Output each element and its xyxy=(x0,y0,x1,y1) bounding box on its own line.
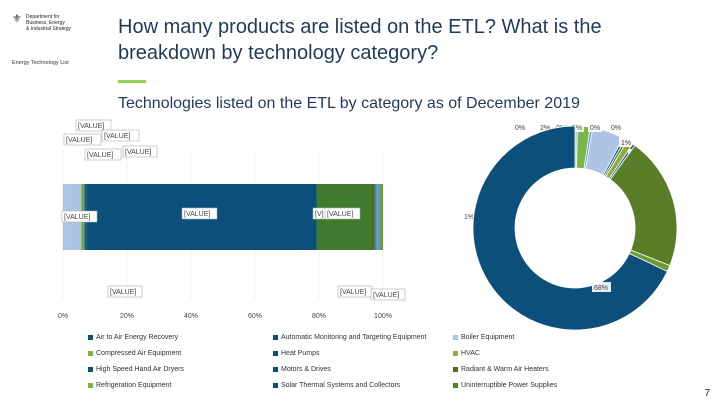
legend-item: High Speed Hand Air Dryers xyxy=(88,366,184,373)
x-tick-label: 0% xyxy=(58,313,68,320)
legend-item: Air to Air Energy Recovery xyxy=(88,334,178,341)
legend-swatch xyxy=(453,350,458,356)
data-label-box xyxy=(122,145,158,158)
data-label: [VALUE] xyxy=(66,137,92,144)
pie-label: 5% xyxy=(572,125,582,132)
x-tick-label: 40% xyxy=(184,313,198,320)
pie-label-bg xyxy=(513,122,527,132)
pie-label-bg xyxy=(609,122,623,132)
legend-item: Compressed Air Equipment xyxy=(88,350,181,357)
legend-label: Motors & Drives xyxy=(281,366,331,373)
data-label: [VALUE] xyxy=(125,149,151,156)
legend-label: Heat Pumps xyxy=(281,350,320,357)
x-tick-label: 100% xyxy=(374,313,392,320)
legend-label: Refrigeration Equipment xyxy=(96,382,172,389)
legend-swatch xyxy=(88,366,93,372)
bar-segment xyxy=(379,184,383,250)
title-accent-bar xyxy=(118,80,146,83)
logo-department-text: Department for Business, Energy & Indust… xyxy=(26,14,96,32)
legend-label: High Speed Hand Air Dryers xyxy=(96,366,184,373)
pie-label-bg xyxy=(462,211,476,221)
pie-label: 68% xyxy=(594,285,608,292)
data-label: [VALUE] xyxy=(184,211,210,218)
data-label: [V] xyxy=(315,211,324,218)
data-label-box xyxy=(370,288,406,301)
data-label-box xyxy=(181,207,218,220)
legend-item: Heat Pumps xyxy=(273,350,320,357)
legend-item: Radiant & Warm Air Heaters xyxy=(453,366,549,373)
logo-line-2: Business, Energy xyxy=(26,20,65,26)
pie-label: 0% xyxy=(611,125,621,132)
bar-segment xyxy=(375,184,380,250)
data-label-box xyxy=(324,207,361,220)
data-label: [VALUE] xyxy=(327,211,353,218)
legend-swatch xyxy=(453,366,458,372)
data-label-box xyxy=(61,210,98,223)
logo-line-1: Department for xyxy=(26,14,60,20)
legend-item: Automatic Monitoring and Targeting Equip… xyxy=(273,334,426,341)
logo-line-3: & Industrial Strategy xyxy=(26,26,72,32)
legend-swatch xyxy=(273,382,278,388)
data-label: [VALUE] xyxy=(78,123,104,130)
data-label-box xyxy=(75,119,112,132)
legend-swatch xyxy=(273,366,278,372)
legend-swatch xyxy=(273,350,278,356)
data-label: [VALUE] xyxy=(110,289,136,296)
legend-item: Refrigeration Equipment xyxy=(88,382,172,389)
crest-icon: ⚜ xyxy=(12,13,22,25)
data-label-box xyxy=(107,285,143,298)
pie-label: 0% xyxy=(590,125,600,132)
bar-segment xyxy=(374,184,376,250)
legend-label: Solar Thermal Systems and Collectors xyxy=(281,382,401,389)
pie-label: 1% xyxy=(621,140,631,147)
data-label-box xyxy=(101,129,140,142)
legend-label: Compressed Air Equipment xyxy=(96,350,182,357)
legend-item: HVAC xyxy=(453,350,480,357)
x-tick-label: 60% xyxy=(248,313,262,320)
pie-label: 0% xyxy=(515,125,525,132)
legend-swatch xyxy=(453,382,458,388)
data-label: [VALUE] xyxy=(87,152,113,159)
pie-label: 1% xyxy=(464,214,474,221)
pie-label-bg xyxy=(588,122,602,132)
legend-swatch xyxy=(453,334,458,340)
legend-label: Automatic Monitoring and Targeting Equip… xyxy=(281,334,427,341)
legend-swatch xyxy=(88,334,93,340)
data-label: [VALUE] xyxy=(64,214,90,221)
legend-label: Air to Air Energy Recovery xyxy=(96,334,179,341)
x-tick-label: 20% xyxy=(120,313,134,320)
pie-label-bg xyxy=(619,137,633,147)
bei-logo: ⚜ Department for Business, Energy & Indu… xyxy=(12,10,102,72)
pie-label-bg xyxy=(592,282,611,292)
bar-segment xyxy=(371,184,375,250)
pie-label-bg xyxy=(570,122,584,132)
data-label: [VALUE] xyxy=(373,292,399,299)
legend-swatch xyxy=(88,382,93,388)
logo-subtitle: Energy Technology List xyxy=(12,60,69,66)
legend-item: Solar Thermal Systems and Collectors xyxy=(273,382,400,389)
legend-item: Uninterruptible Power Supplies xyxy=(453,382,557,389)
legend-label: Radiant & Warm Air Heaters xyxy=(461,366,549,373)
data-label-box xyxy=(84,148,122,161)
legend-label: Boiler Equipment xyxy=(461,334,515,341)
data-label-box xyxy=(63,133,102,146)
chart-subtitle: Technologies listed on the ETL by catego… xyxy=(118,95,580,112)
legend-item: Motors & Drives xyxy=(273,366,331,373)
page-number: 7 xyxy=(704,388,710,399)
legend-label: HVAC xyxy=(461,350,480,357)
pie-label: 2% xyxy=(540,125,550,132)
legend-swatch xyxy=(88,350,93,356)
legend-item: Boiler Equipment xyxy=(453,334,514,341)
legend-swatch xyxy=(273,334,278,340)
x-tick-label: 80% xyxy=(312,313,326,320)
slide-title: How many products are listed on the ETL?… xyxy=(118,16,602,64)
pie-label-bg xyxy=(538,122,552,132)
data-label: [VALUE] xyxy=(340,289,366,296)
data-label: [VALUE] xyxy=(104,133,130,140)
legend-label: Uninterruptible Power Supplies xyxy=(461,382,558,389)
pie-slice xyxy=(472,125,668,331)
